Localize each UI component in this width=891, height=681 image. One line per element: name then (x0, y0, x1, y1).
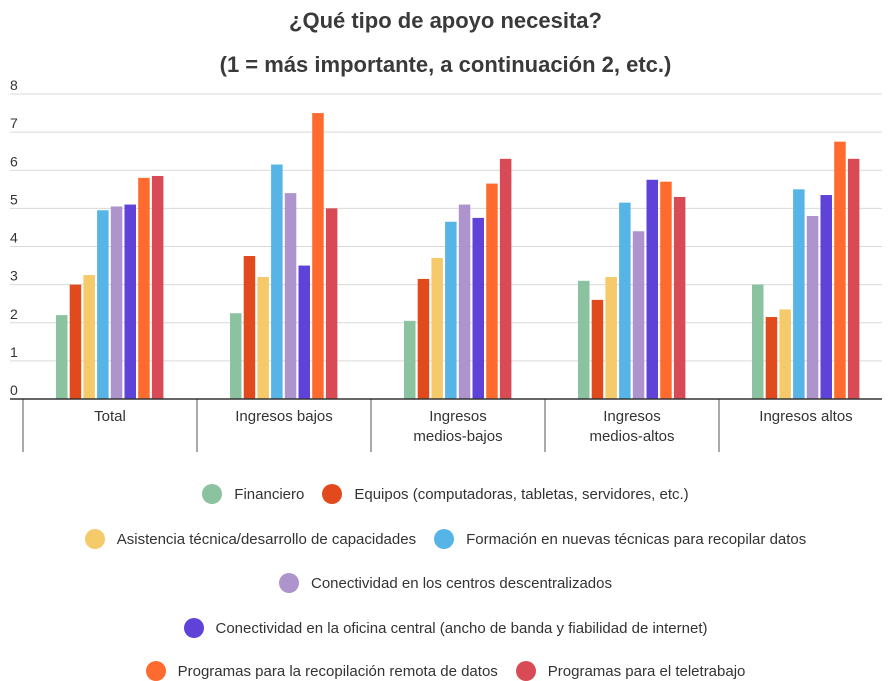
bar (298, 265, 310, 399)
legend-swatch (322, 484, 343, 504)
legend-row-5: Programas para la recopilación remota de… (0, 661, 891, 681)
y-tick-label: 2 (10, 306, 18, 322)
legend-label: Asistencia técnica/desarrollo de capacid… (116, 530, 417, 548)
y-tick-label: 1 (10, 344, 18, 360)
legend-item-conectividad-oficina: Conectividad en la oficina central (anch… (183, 618, 708, 638)
bar (578, 280, 590, 399)
bar (445, 221, 457, 399)
bar (417, 278, 430, 399)
y-tick-label: 4 (10, 230, 18, 246)
legend-item-equipos: Equipos (computadoras, tabletas, servido… (322, 484, 689, 504)
legend-label: Conectividad en la oficina central (anch… (215, 619, 708, 637)
legend-item-programas-remota: Programas para la recopilación remota de… (145, 661, 498, 681)
bar (646, 179, 658, 399)
bar (151, 175, 164, 399)
bar (632, 231, 645, 399)
bar (271, 164, 283, 399)
legend-item-conectividad-centros: Conectividad en los centros descentraliz… (278, 573, 612, 593)
bar (138, 177, 150, 399)
bar (124, 204, 136, 399)
bar (793, 189, 805, 399)
bar-chart: 0 1 2 3 4 5 6 7 8 Total Ingresos bajos Ingresos medi… (10, 77, 882, 452)
bar (820, 195, 832, 399)
bar (472, 217, 484, 399)
x-category-label: medios-bajos (413, 428, 502, 445)
bar (779, 309, 791, 399)
legend-row-4: Conectividad en la oficina central (anch… (0, 618, 891, 638)
bar (230, 313, 242, 399)
bar (110, 206, 123, 399)
legend-row-2: Asistencia técnica/desarrollo de capacid… (0, 529, 891, 549)
y-tick-label: 5 (10, 191, 18, 207)
bar (83, 275, 95, 399)
legend-swatch (183, 618, 204, 638)
bar (97, 210, 109, 399)
chart-subtitle: (1 = más importante, a continuación 2, e… (219, 52, 672, 77)
legend-row-3: Conectividad en los centros descentraliz… (0, 573, 891, 593)
bar (806, 216, 819, 399)
legend-item-asistencia: Asistencia técnica/desarrollo de capacid… (84, 529, 417, 549)
x-category-label: Ingresos (429, 408, 487, 425)
bar (834, 141, 846, 399)
y-tick-label: 6 (10, 153, 18, 169)
legend-swatch (278, 573, 299, 593)
bar (673, 196, 686, 399)
bar (847, 158, 860, 399)
bar (458, 204, 471, 399)
legend-item-financiero: Financiero (202, 484, 304, 504)
bar (499, 158, 512, 399)
y-tick-label: 0 (10, 382, 18, 398)
bar (605, 277, 617, 399)
bar (404, 320, 416, 399)
bar (619, 202, 631, 399)
legend-label: Financiero (234, 485, 305, 503)
bar (431, 257, 443, 399)
legend-item-formacion: Formación en nuevas técnicas para recopi… (434, 529, 806, 549)
x-category-label: medios-altos (589, 428, 674, 445)
x-category-label: Total (94, 408, 126, 425)
bar (69, 284, 82, 399)
legend-swatch (84, 529, 105, 549)
legend-label: Conectividad en los centros descentraliz… (310, 574, 612, 592)
legend-swatch (515, 661, 536, 681)
bar (752, 284, 764, 399)
legend-row-1: Financiero Equipos (computadoras, tablet… (0, 484, 891, 504)
bar (660, 181, 672, 399)
x-category-label: Ingresos (603, 408, 661, 425)
y-tick-label: 3 (10, 268, 18, 284)
legend-label: Programas para el teletrabajo (547, 662, 746, 680)
legend-item-programas-teletrabajo: Programas para el teletrabajo (515, 661, 746, 681)
legend-swatch (145, 661, 166, 681)
legend-label: Formación en nuevas técnicas para recopi… (466, 530, 807, 548)
bar (591, 299, 604, 399)
chart-title: ¿Qué tipo de apoyo necesita? (289, 8, 602, 33)
legend-swatch (202, 484, 223, 504)
legend-label: Equipos (computadoras, tabletas, servido… (354, 485, 689, 503)
bar (486, 183, 498, 399)
bar (284, 193, 297, 399)
x-category-label: Ingresos bajos (235, 408, 333, 425)
bar (312, 113, 324, 399)
bar (325, 208, 338, 399)
y-tick-label: 7 (10, 115, 18, 131)
bar (56, 315, 68, 399)
y-tick-label: 8 (10, 77, 18, 93)
bar (257, 277, 269, 399)
legend-label: Programas para la recopilación remota de… (177, 662, 498, 680)
bar (765, 317, 778, 399)
x-category-label: Ingresos altos (759, 408, 852, 425)
bar (243, 256, 256, 399)
legend-swatch (434, 529, 455, 549)
